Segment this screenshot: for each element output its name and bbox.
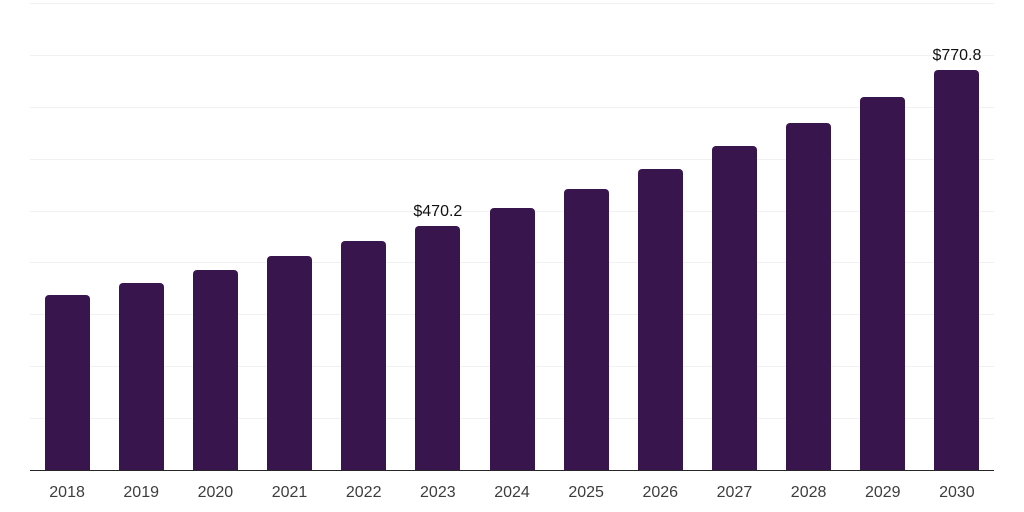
x-tick-label-2019: 2019 [123, 484, 159, 501]
x-tick-label-2023: 2023 [420, 484, 456, 501]
bar-2020 [192, 270, 238, 470]
x-tick-label-2018: 2018 [49, 484, 85, 501]
x-tick-label-2027: 2027 [716, 484, 753, 501]
gridline [30, 3, 994, 4]
x-tick-label-2029: 2029 [864, 484, 901, 501]
x-axis-line [30, 470, 994, 471]
x-tick-label-2022: 2022 [345, 484, 382, 501]
gridline [30, 158, 994, 160]
bar-2025 [563, 189, 609, 470]
plot-area: $470.2 $770.8 [30, 3, 994, 471]
bar-2027 [711, 146, 757, 470]
x-tick-label-2024: 2024 [494, 484, 530, 501]
gridline [30, 106, 994, 108]
x-tick-label-2025: 2025 [568, 484, 604, 501]
x-tick-label-2020: 2020 [197, 484, 234, 501]
bar-2026 [637, 168, 683, 470]
gridline [30, 54, 994, 56]
bar-2018 [44, 295, 90, 470]
bar-2021 [267, 256, 313, 470]
bar-2022 [341, 241, 387, 470]
bar-2023 [415, 226, 461, 470]
x-axis-tick-labels: 2018 2019 2020 2021 2022 2023 2024 2025 2026 2027… [30, 483, 994, 505]
bar-2029 [860, 97, 906, 470]
bar-2030 [934, 70, 980, 470]
bar-value-label-2030: $770.8 [932, 47, 982, 65]
bar-2019 [118, 283, 164, 470]
bar-2028 [786, 122, 832, 470]
x-tick-label-2026: 2026 [642, 484, 679, 501]
bar-value-label-2023: $470.2 [413, 203, 463, 221]
x-tick-label-2021: 2021 [271, 484, 308, 501]
x-tick-label-2030: 2030 [939, 484, 975, 501]
bar-2024 [489, 208, 535, 470]
x-tick-label-2028: 2028 [790, 484, 827, 501]
